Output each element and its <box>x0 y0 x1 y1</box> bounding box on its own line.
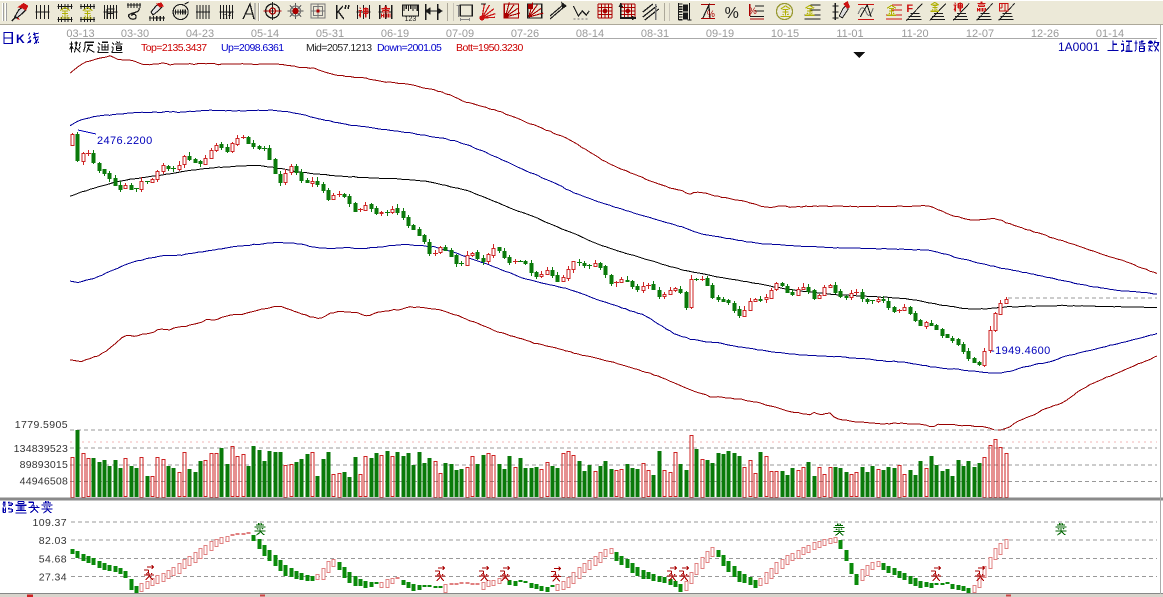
svg-text:03-30: 03-30 <box>121 28 149 40</box>
svg-text:1A0001: 1A0001 <box>1058 40 1100 54</box>
svg-text:F: F <box>906 3 913 15</box>
svg-text:09-19: 09-19 <box>706 28 734 40</box>
svg-text:Mid=2057.1213: Mid=2057.1213 <box>306 42 372 54</box>
svg-text:Up=2098.6361: Up=2098.6361 <box>221 42 284 54</box>
svg-text:%: % <box>707 9 715 19</box>
svg-text:n²: n² <box>222 10 232 22</box>
svg-text:12-07: 12-07 <box>966 28 994 40</box>
svg-text:Bott=1950.3230: Bott=1950.3230 <box>456 42 523 54</box>
svg-text:05-14: 05-14 <box>251 28 279 40</box>
svg-text:2476.2200: 2476.2200 <box>97 135 153 147</box>
svg-text:Down=2001.05: Down=2001.05 <box>377 42 442 54</box>
svg-text:1779.5905: 1779.5905 <box>15 419 68 431</box>
svg-text:06-19: 06-19 <box>381 28 409 40</box>
svg-text:04-23: 04-23 <box>186 28 214 40</box>
svg-text:03-13: 03-13 <box>66 28 94 40</box>
svg-text:%: % <box>749 6 757 16</box>
svg-text:54.68: 54.68 <box>39 554 67 566</box>
svg-text:Top=2135.3437: Top=2135.3437 <box>141 42 207 54</box>
svg-text:82.03: 82.03 <box>39 535 67 547</box>
svg-text:134839523: 134839523 <box>14 443 68 455</box>
svg-text:07-09: 07-09 <box>446 28 474 40</box>
svg-text:109.37: 109.37 <box>32 517 67 529</box>
svg-text:11-20: 11-20 <box>901 28 928 40</box>
svg-text:10-15: 10-15 <box>771 28 799 40</box>
svg-text:-1949.4600: -1949.4600 <box>991 345 1051 357</box>
svg-text:11-01: 11-01 <box>836 28 863 40</box>
svg-text:07-26: 07-26 <box>511 28 539 40</box>
svg-text:%: % <box>725 5 739 22</box>
svg-text:27.34: 27.34 <box>39 572 67 584</box>
svg-text:44946508: 44946508 <box>20 476 68 488</box>
svg-text:05-31: 05-31 <box>316 28 344 40</box>
svg-text:08-14: 08-14 <box>576 28 604 40</box>
svg-text:08-31: 08-31 <box>641 28 669 40</box>
svg-text:123: 123 <box>405 16 417 23</box>
svg-text:K: K <box>16 32 25 46</box>
svg-text:01-14: 01-14 <box>1096 28 1124 40</box>
svg-text:89893015: 89893015 <box>20 459 68 471</box>
svg-text:12-26: 12-26 <box>1031 28 1059 40</box>
